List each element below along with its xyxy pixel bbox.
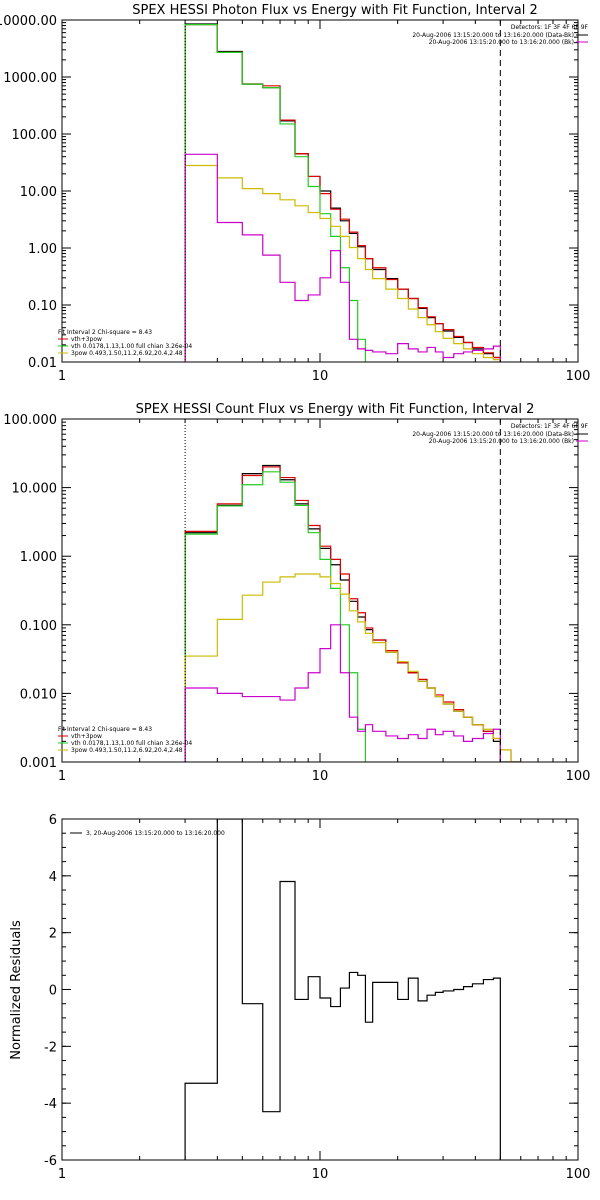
photon-series-line-3 xyxy=(184,164,501,362)
residuals-y-tick-label: 6 xyxy=(49,813,57,828)
photon-plot-frame xyxy=(61,19,579,363)
count-x-tick-label: 100 xyxy=(566,769,591,784)
count-y-tick-label: 100.000 xyxy=(3,413,57,428)
count-legend-bk: 20-Aug-2006 13:15:20.000 to 13:16:20.000… xyxy=(429,438,574,445)
photon-plot-area: 1 10 100 0.01 0.10 1.00 10.00 100.00 1000.00 1000… xyxy=(0,14,591,384)
photon-legend-bottom: Fit Interval 2 Chi-square = 8.43 vth+3po… xyxy=(58,329,192,357)
residuals-y-tick-label: -6 xyxy=(44,1154,57,1169)
count-legend-bottom: Fit Interval 2 Chi-square = 8.43 vth+3po… xyxy=(58,726,192,754)
photon-legend-vth3pow: vth+3pow xyxy=(71,336,102,343)
photon-legend-3pow: 3pow 0.493,1.50,11.2,6.92,20.4,2.48 xyxy=(71,350,183,357)
photon-legend-fit-interval: Fit Interval 2 Chi-square = 8.43 xyxy=(58,329,152,336)
photon-x-tick-label: 1 xyxy=(58,369,66,384)
count-legend-top: Detectors: 1F 3F 4F 6F 9F 20-Aug-2006 13… xyxy=(412,423,588,445)
photon-legend-vth: vth 0.0178,1.13,1.00 full chian 3.26e-04 xyxy=(71,343,192,350)
photon-legend-detectors: Detectors: 1F 3F 4F 6F 9F xyxy=(511,24,589,31)
count-series-line-0 xyxy=(184,464,522,762)
photon-y-tick-label: 0.01 xyxy=(28,356,57,371)
residuals-x-tick-label: 100 xyxy=(566,1167,591,1182)
photon-series-line-2 xyxy=(184,24,367,362)
count-flux-panel: SPEX HESSI Count Flux vs Energy with Fit… xyxy=(3,402,591,784)
count-legend-3pow: 3pow 0.493,1.50,11.2,6.92,20.4,2.48 xyxy=(71,747,183,754)
count-legend-fit-interval: Fit Interval 2 Chi-square = 8.43 xyxy=(58,726,152,733)
count-plot-frame xyxy=(61,418,579,763)
residuals-y-axis-label: Normalized Residuals xyxy=(9,920,24,1060)
residuals-legend-label: 3, 20-Aug-2006 13:15:20.000 to 13:16:20.… xyxy=(86,830,225,837)
residuals-plot-area: 1 10 100 -6 -4 -2 0 2 4 6 xyxy=(44,813,591,1182)
count-series-line-2 xyxy=(184,471,367,762)
count-series-line-1 xyxy=(184,466,522,762)
count-legend-data-bk: 20-Aug-2006 13:15:20.000 to 13:16:20.000… xyxy=(412,431,574,438)
count-y-tick-label: 0.001 xyxy=(20,756,57,771)
photon-y-tick-label: 0.10 xyxy=(28,299,57,314)
photon-y-tick-label: 1.00 xyxy=(28,242,57,257)
residuals-y-tick-label: 0 xyxy=(49,984,57,999)
count-series-line-3 xyxy=(184,573,522,762)
count-legend-vth: vth 0.0178,1.13,1.00 full chian 3.26e-04 xyxy=(71,740,192,747)
photon-series-line-0 xyxy=(184,23,501,362)
photon-y-tick-label: 10.00 xyxy=(20,185,57,200)
count-x-tick-label: 10 xyxy=(312,769,329,784)
count-y-tick-label: 0.010 xyxy=(20,687,57,702)
photon-series-line-4 xyxy=(184,153,501,362)
count-y-tick-label: 1.000 xyxy=(20,550,57,565)
photon-legend-bk: 20-Aug-2006 13:15:20.000 to 13:16:20.000… xyxy=(429,39,574,46)
residuals-y-tick-label: 4 xyxy=(49,870,57,885)
count-y-tick-label: 0.100 xyxy=(20,619,57,634)
residuals-x-tick-label: 10 xyxy=(312,1167,329,1182)
photon-series-line-1 xyxy=(184,24,501,362)
residuals-y-tick-label: 2 xyxy=(49,927,57,942)
count-chart-title: SPEX HESSI Count Flux vs Energy with Fit… xyxy=(136,402,535,417)
residuals-x-tick-label: 1 xyxy=(58,1167,66,1182)
residuals-series-line-0 xyxy=(184,819,501,1160)
photon-y-tick-label: 1000.00 xyxy=(3,71,57,86)
count-x-tick-label: 1 xyxy=(58,769,66,784)
photon-legend-top: Detectors: 1F 3F 4F 6F 9F 20-Aug-2006 13… xyxy=(412,24,588,46)
photon-flux-panel: SPEX HESSI Photon Flux vs Energy with Fi… xyxy=(0,3,591,384)
residuals-y-tick-label: -2 xyxy=(44,1040,57,1055)
photon-y-tick-label: 10000.00 xyxy=(0,14,57,29)
count-plot-area: 1 10 100 0.001 0.010 0.100 1.000 10.000 100.000 xyxy=(3,413,591,784)
residuals-y-tick-label: -4 xyxy=(44,1097,57,1112)
photon-legend-data-bk: 20-Aug-2006 13:15:20.000 to 13:16:20.000… xyxy=(412,32,574,39)
residuals-plot-frame xyxy=(61,818,579,1161)
count-legend-detectors: Detectors: 1F 3F 4F 6F 9F xyxy=(511,423,589,430)
count-legend-vth3pow: vth+3pow xyxy=(71,733,102,740)
residuals-legend: 3, 20-Aug-2006 13:15:20.000 to 13:16:20.… xyxy=(70,830,225,837)
photon-x-tick-label: 10 xyxy=(312,369,329,384)
photon-y-tick-label: 100.00 xyxy=(12,128,58,143)
photon-chart-title: SPEX HESSI Photon Flux vs Energy with Fi… xyxy=(132,3,538,18)
count-series-line-4 xyxy=(184,624,501,762)
residuals-panel: 1 10 100 -6 -4 -2 0 2 4 6 Normalized Residuals 3,… xyxy=(9,813,591,1182)
photon-x-tick-label: 100 xyxy=(566,369,591,384)
count-y-tick-label: 10.000 xyxy=(12,482,58,497)
